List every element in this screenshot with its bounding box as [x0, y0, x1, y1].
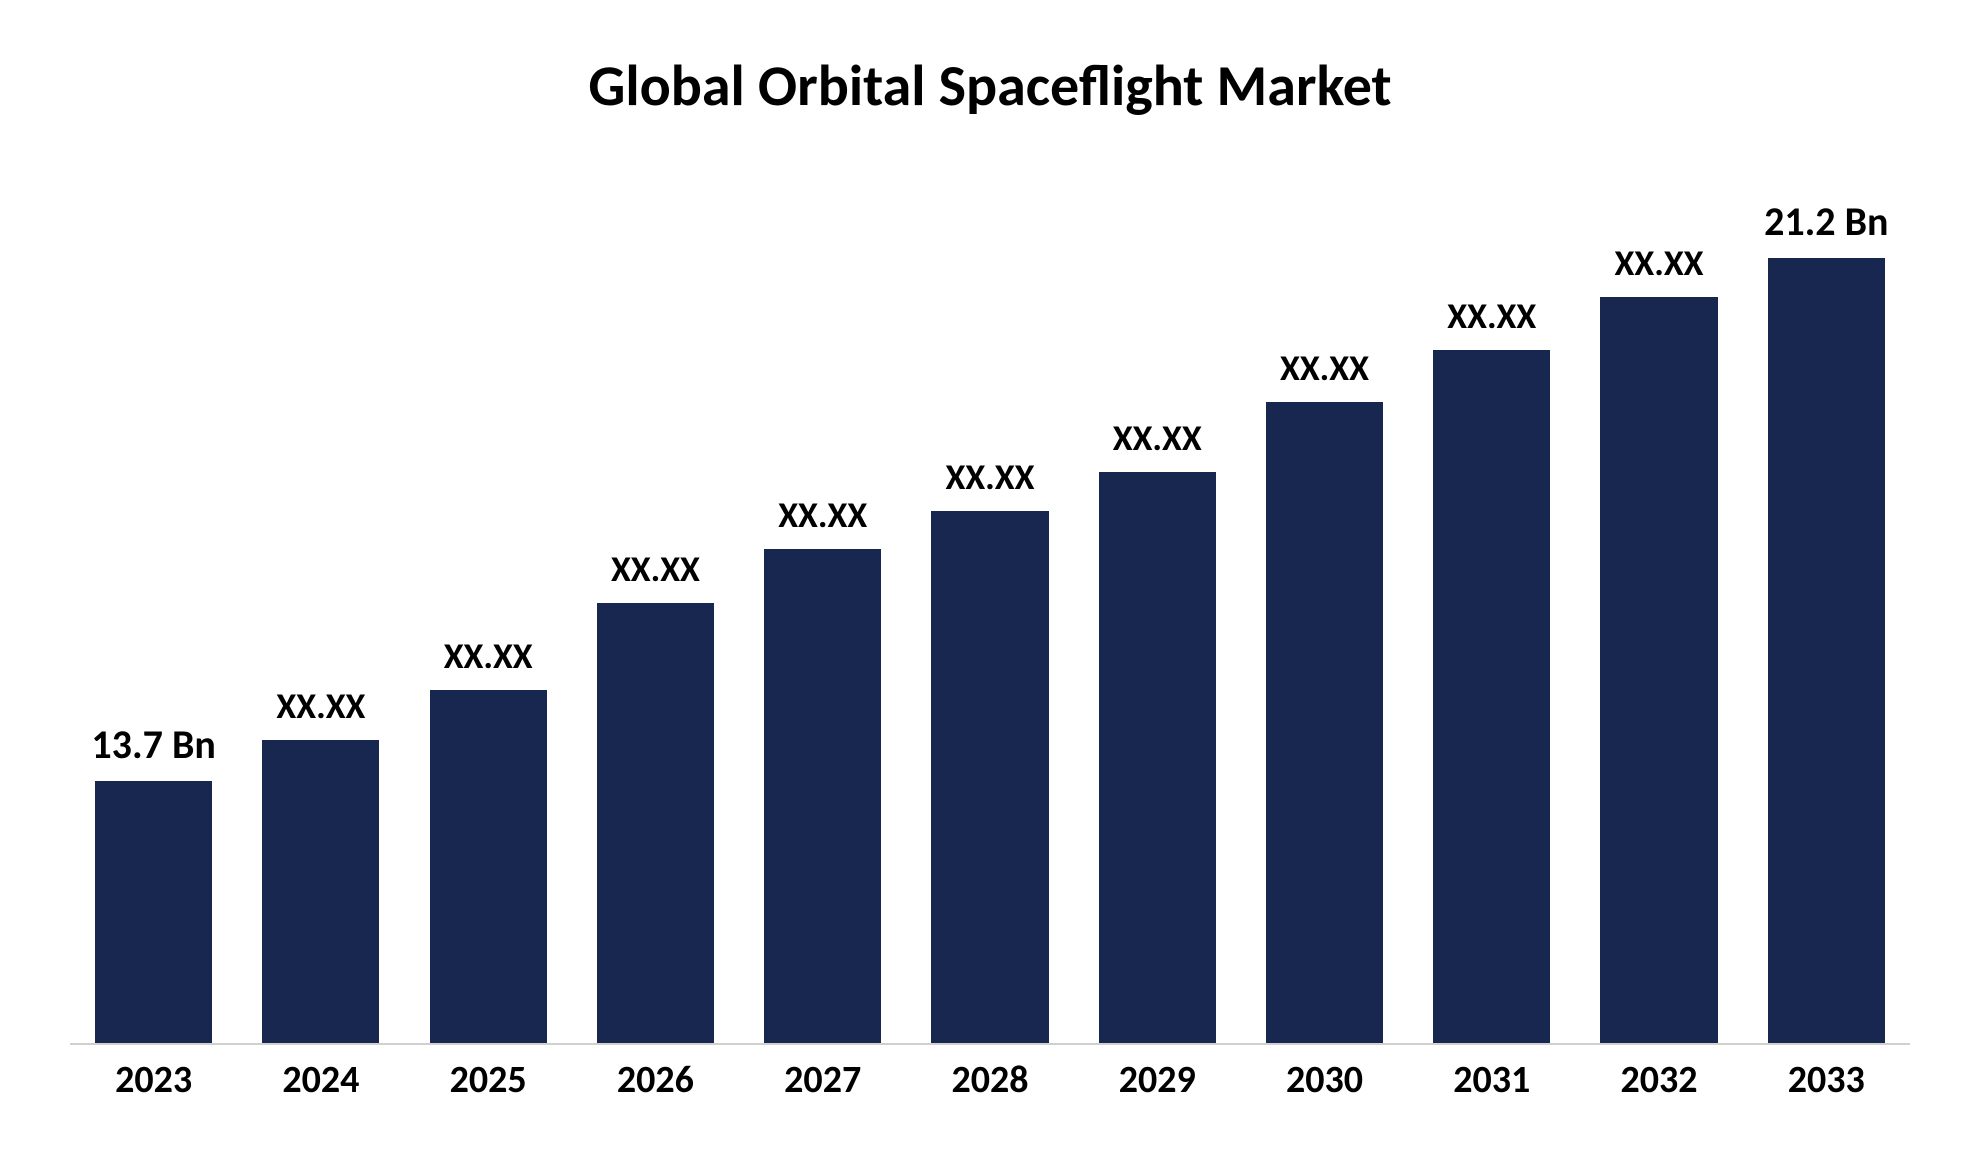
- x-axis-tick: 2025: [405, 1057, 572, 1103]
- x-axis-tick: 2030: [1241, 1057, 1408, 1103]
- bar-group: XX.XX: [1241, 171, 1408, 1043]
- bar-group: XX.XX: [1408, 171, 1575, 1043]
- bar-group: XX.XX: [1074, 171, 1241, 1043]
- x-axis-tick: 2033: [1743, 1057, 1910, 1103]
- bar: [1266, 402, 1383, 1043]
- bar: [430, 690, 547, 1043]
- bar: [95, 781, 212, 1043]
- bar-value-label: XX.XX: [1113, 416, 1202, 460]
- bar-value-label: 13.7 Bn: [91, 720, 215, 769]
- bar-value-label: XX.XX: [1447, 294, 1536, 338]
- x-axis-tick: 2023: [70, 1057, 237, 1103]
- bar: [931, 511, 1048, 1043]
- bar-value-label: XX.XX: [1280, 346, 1369, 390]
- bar: [262, 740, 379, 1043]
- bar-group: XX.XX: [906, 171, 1073, 1043]
- bar-group: 13.7 Bn: [70, 171, 237, 1043]
- bar: [764, 549, 881, 1043]
- bar-value-label: XX.XX: [945, 455, 1034, 499]
- bar-value-label: XX.XX: [778, 493, 867, 537]
- x-axis-tick: 2029: [1074, 1057, 1241, 1103]
- x-axis-tick: 2031: [1408, 1057, 1575, 1103]
- x-axis-tick: 2028: [906, 1057, 1073, 1103]
- x-axis-tick: 2024: [237, 1057, 404, 1103]
- bar-value-label: XX.XX: [1615, 241, 1704, 285]
- bar: [1768, 258, 1885, 1043]
- bar: [597, 603, 714, 1043]
- bar-group: XX.XX: [739, 171, 906, 1043]
- bar-value-label: XX.XX: [276, 684, 365, 728]
- bars-wrapper: 13.7 Bn XX.XX XX.XX XX.XX XX.XX XX.XX XX.XX XX.…: [70, 171, 1910, 1045]
- x-axis: 2023202420252026202720282029203020312032…: [70, 1045, 1910, 1115]
- x-axis-tick: 2026: [572, 1057, 739, 1103]
- bar-group: XX.XX: [237, 171, 404, 1043]
- chart-container: Global Orbital Spaceflight Market 13.7 B…: [50, 30, 1930, 1125]
- bar: [1600, 297, 1717, 1043]
- bar-value-label: XX.XX: [444, 634, 533, 678]
- chart-title: Global Orbital Spaceflight Market: [50, 50, 1930, 121]
- x-axis-tick: 2027: [739, 1057, 906, 1103]
- bar-value-label: XX.XX: [611, 547, 700, 591]
- bar-value-label: 21.2 Bn: [1764, 197, 1888, 246]
- bar-group: 21.2 Bn: [1743, 171, 1910, 1043]
- x-axis-tick: 2032: [1575, 1057, 1742, 1103]
- plot-area: 13.7 Bn XX.XX XX.XX XX.XX XX.XX XX.XX XX.XX XX.…: [70, 171, 1910, 1115]
- bar: [1433, 350, 1550, 1043]
- bar-group: XX.XX: [1575, 171, 1742, 1043]
- bar-group: XX.XX: [405, 171, 572, 1043]
- bar-group: XX.XX: [572, 171, 739, 1043]
- bar: [1099, 472, 1216, 1043]
